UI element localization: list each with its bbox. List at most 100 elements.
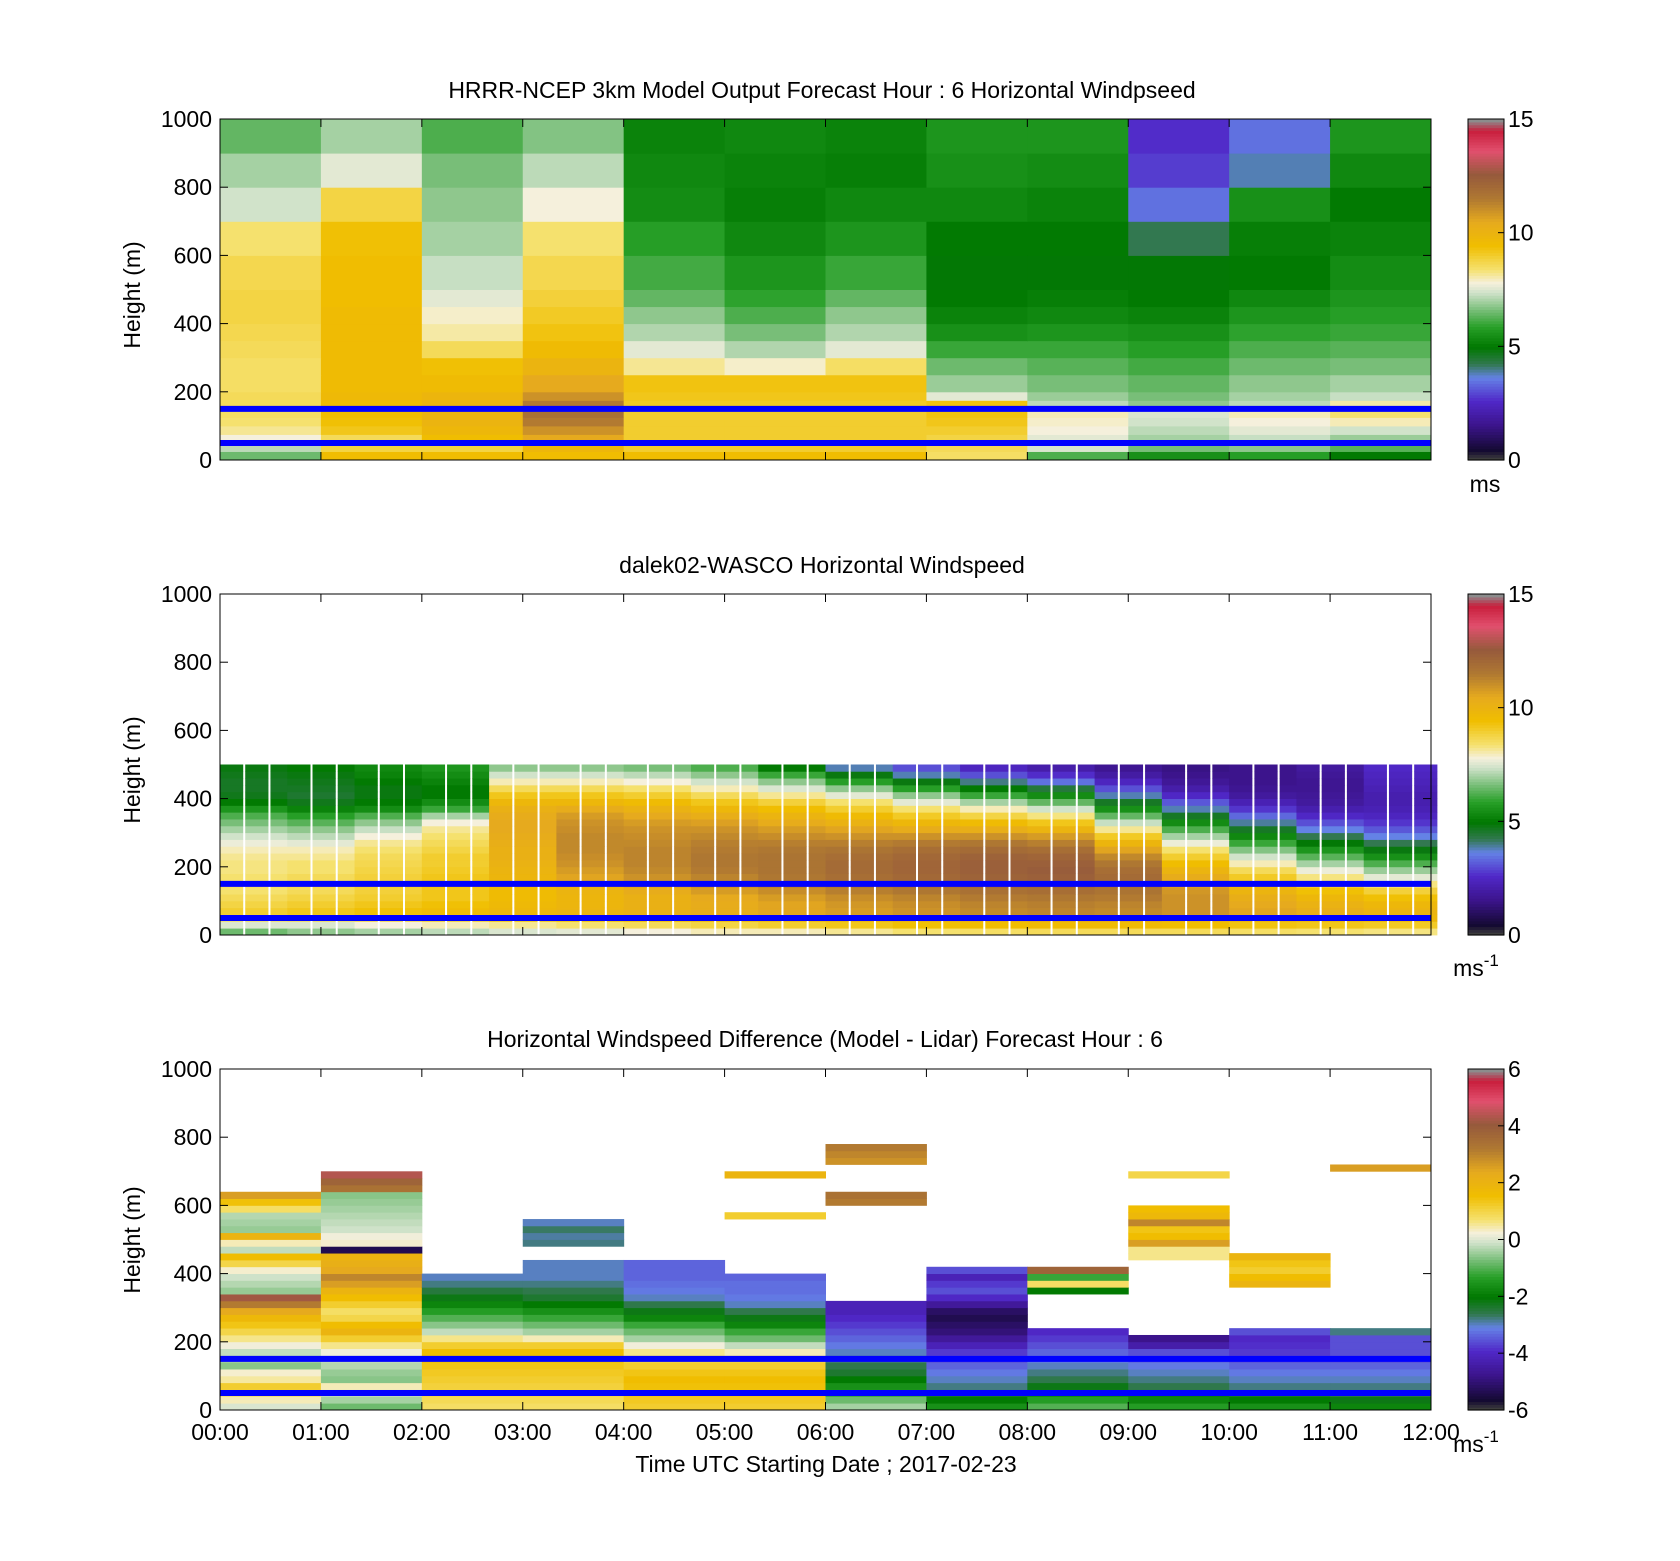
heatmap-cell [1330, 119, 1432, 154]
heatmap-cell [489, 907, 513, 915]
heatmap-cell [1094, 859, 1118, 868]
heatmap-cell [1279, 846, 1303, 854]
heatmap-cell [220, 1205, 322, 1213]
panel-difference-colorbar-unit: ms-1 [1453, 1427, 1499, 1457]
heatmap-cell [354, 907, 378, 915]
heatmap-cell [1187, 928, 1211, 936]
heatmap-cell [287, 778, 311, 786]
heatmap-cell [1094, 873, 1118, 881]
heatmap-cell [960, 798, 984, 806]
heatmap-cell [808, 900, 832, 909]
heatmap-cell [447, 921, 471, 929]
heatmap-cell [522, 417, 625, 427]
heatmap-cell [690, 900, 715, 909]
heatmap-cell [1346, 819, 1371, 827]
heatmap-cell [379, 853, 403, 861]
heatmap-cell [287, 791, 311, 799]
colorbar-swatch [1468, 190, 1504, 194]
heatmap-cell [514, 853, 538, 861]
heatmap-cell [421, 907, 446, 915]
heatmap-cell [758, 921, 782, 929]
heatmap-cell [808, 839, 832, 847]
heatmap-cell [405, 819, 429, 827]
heatmap-cell [581, 907, 605, 915]
colorbar-swatch [1468, 201, 1504, 205]
heatmap-cell [556, 812, 580, 820]
heatmap-cell [850, 873, 874, 881]
heatmap-cell [875, 894, 900, 902]
heatmap-cell [892, 846, 916, 854]
heatmap-cell [1027, 1396, 1129, 1404]
heatmap-cell [690, 764, 715, 772]
heatmap-cell [1027, 900, 1051, 909]
heatmap-cell [724, 1294, 826, 1302]
heatmap-cell [1279, 812, 1303, 820]
heatmap-cell [1296, 778, 1320, 786]
heatmap-cell [539, 873, 563, 881]
heatmap-cell [1346, 859, 1371, 868]
heatmap-cell [220, 1225, 322, 1234]
heatmap-cell [489, 825, 513, 834]
colorbar-swatch [1468, 1319, 1504, 1323]
heatmap-cell [1330, 417, 1432, 427]
colorbar-swatch [1468, 1404, 1504, 1408]
heatmap-cell [220, 1232, 322, 1240]
heatmap-cell [1187, 778, 1211, 786]
heatmap-cell [741, 819, 765, 827]
heatmap-cell [1119, 791, 1144, 799]
heatmap-cell [220, 374, 322, 393]
heatmap-cell [514, 907, 538, 915]
heatmap-cell [808, 859, 832, 868]
heatmap-cell [320, 1280, 423, 1288]
heatmap-cell [1128, 1348, 1230, 1356]
heatmap-cell [1254, 887, 1278, 895]
heatmap-cell [606, 894, 631, 902]
heatmap-cell [716, 805, 740, 813]
heatmap-cell [674, 798, 698, 806]
heatmap-cell [421, 119, 524, 154]
heatmap-cell [320, 1396, 423, 1404]
colorbar-swatch [1468, 178, 1504, 183]
heatmap-cell [581, 784, 605, 793]
heatmap-cell [379, 921, 403, 929]
colorbar-swatch [1468, 266, 1504, 271]
heatmap-cell [1321, 791, 1345, 799]
heatmap-cell [918, 907, 942, 915]
heatmap-cell [943, 894, 967, 902]
colorbar-swatch [1468, 883, 1504, 888]
heatmap-cell [1187, 812, 1211, 820]
heatmap-cell [724, 153, 826, 188]
heatmap-cell [783, 832, 807, 840]
heatmap-cell [287, 900, 311, 909]
heatmap-cell [623, 323, 726, 342]
heatmap-cell [1296, 784, 1320, 793]
heatmap-cell [674, 873, 698, 881]
heatmap-cell [674, 866, 698, 875]
heatmap-cell [312, 887, 336, 895]
colorbar-swatch [1468, 625, 1504, 629]
heatmap-cell [1128, 153, 1230, 188]
heatmap-cell [220, 451, 322, 461]
heatmap-cell [825, 859, 849, 868]
heatmap-cell [1052, 894, 1076, 902]
heatmap-cell [892, 764, 916, 772]
heatmap-cell [724, 1171, 826, 1179]
heatmap-cell [1212, 778, 1236, 786]
heatmap-cell [1128, 1253, 1230, 1261]
heatmap-cell [674, 887, 698, 895]
colorbar-swatch [1468, 1154, 1504, 1158]
panel-model-colorbar-unit: ms [1470, 471, 1501, 497]
heatmap-cell [1414, 846, 1438, 854]
heatmap-cell [606, 784, 631, 793]
heatmap-cell [1161, 921, 1186, 929]
heatmap-cell [825, 907, 849, 915]
y-tick-label: 200 [174, 1329, 212, 1355]
heatmap-cell [943, 778, 967, 786]
heatmap-cell [220, 805, 244, 813]
heatmap-cell [1128, 1171, 1230, 1179]
heatmap-cell [270, 894, 294, 902]
heatmap-cell [825, 873, 849, 881]
heatmap-cell [783, 764, 807, 772]
heatmap-cell [1187, 805, 1211, 813]
heatmap-cell [320, 434, 423, 444]
